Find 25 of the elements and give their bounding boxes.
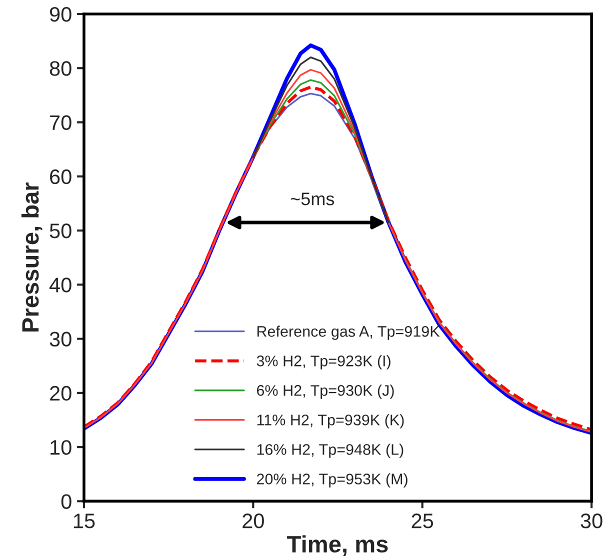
y-tick-label: 80 (50, 61, 72, 76)
legend-label: 6% H2, Tp=930K (J) (256, 384, 394, 399)
legend-label: 3% H2, Tp=923K (I) (256, 355, 390, 370)
x-tick-label: 15 (74, 514, 95, 528)
x-tick-label: 30 (580, 514, 602, 528)
y-tick-label: 10 (50, 440, 72, 455)
y-tick-label: 30 (50, 332, 72, 347)
annotation: ~5ms (290, 192, 334, 206)
legend-label: 11% H2, Tp=939K (K) (257, 414, 404, 428)
x-axis-title: Time, ms (287, 535, 388, 556)
x-tick-label: 20 (242, 514, 264, 528)
line-series (252, 79, 592, 432)
x-tick-label: 25 (412, 514, 434, 528)
y-tick-label: 40 (49, 278, 72, 292)
y-tick-label: 60 (50, 169, 72, 184)
y-tick-label: 90 (50, 7, 72, 22)
y-tick-label: 0 (61, 494, 72, 509)
y-tick-label: 70 (50, 115, 72, 130)
legend-label: Reference gas A, Tp=919K (257, 326, 440, 340)
y-tick-label: 50 (50, 224, 72, 238)
y-axis-title: Pressure, bar (21, 182, 42, 332)
line-series (252, 56, 390, 224)
legend-label: 20% H2, Tp=953K (M) (256, 473, 408, 488)
legend-label: 16% H2, Tp=948K (L) (257, 444, 404, 458)
y-tick-label: 20 (50, 386, 72, 401)
